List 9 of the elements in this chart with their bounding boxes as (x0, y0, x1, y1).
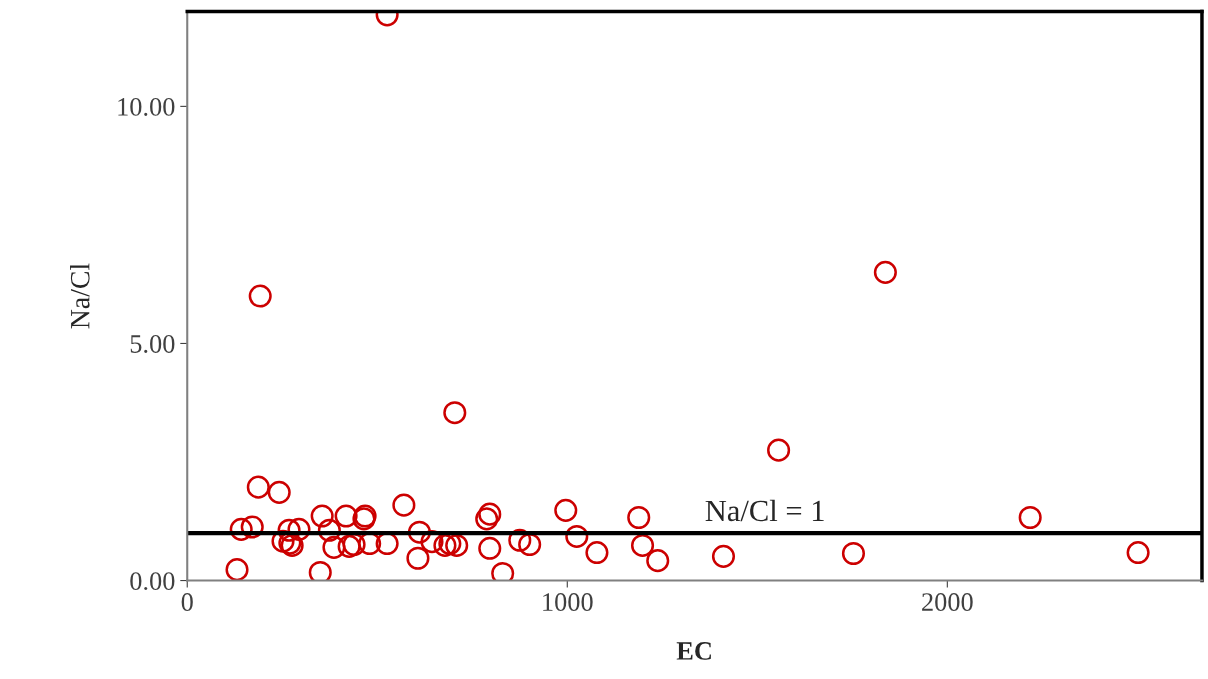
y-tick-label: 10.00 (118, 97, 175, 116)
y-axis-title: Na/Cl (70, 263, 90, 329)
x-tick-label: 2000 (922, 593, 973, 611)
y-tick-label: 5.00 (130, 335, 175, 353)
x-tick-label: 0 (181, 593, 193, 611)
x-tick-label: 1000 (543, 593, 593, 611)
x-axis-title: EC (676, 642, 711, 660)
y-tick-label: 0.00 (130, 572, 175, 591)
ref-line-label: Na/Cl = 1 (705, 499, 824, 522)
